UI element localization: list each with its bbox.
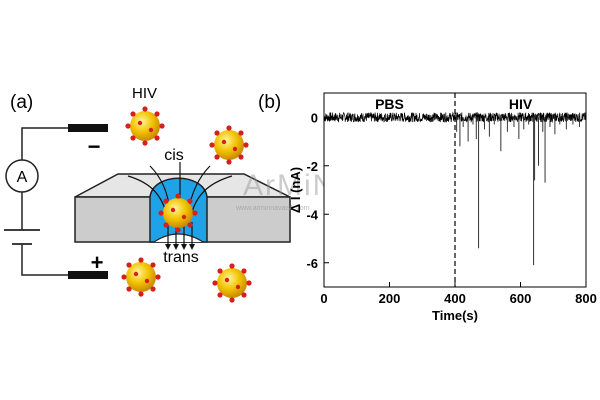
ammeter-icon: A [5,159,39,193]
panel-a-label: (a) [10,92,33,113]
x-axis-label: Time(s) [432,308,478,323]
y-tick-label: 0 [311,110,318,125]
pore-exit [153,233,204,243]
watermark-url: www.arminnavaish.com [235,205,310,212]
x-tick-label: 0 [320,291,327,306]
spike-series [456,117,580,266]
plus-sign: + [91,250,104,275]
current-trace-chart: PBS HIV 0 200 400 600 800 0 -2 -4 -6 Time(s) Δ … [288,92,597,323]
ammeter-symbol: A [17,169,28,186]
hiv-label: HIV [132,85,157,102]
battery-icon [4,229,40,245]
y-tick-label: -6 [306,256,318,271]
hiv-virus-icon [121,257,161,297]
x-tick-label: 400 [444,291,466,306]
top-electrode [68,124,108,132]
region-label-hiv: HIV [509,96,533,112]
hiv-virus-icon [125,106,165,146]
circuit-wires [21,127,68,276]
x-tick-label: 200 [379,291,401,306]
y-tick-label: -2 [306,159,318,174]
bottom-electrode [68,271,108,279]
x-tick-label: 800 [575,291,597,306]
panel-b-label: (b) [258,92,281,113]
cis-label: cis [164,147,184,164]
region-label-pbs: PBS [375,96,404,112]
watermark-logo: ArMiN [243,169,336,202]
minus-sign: − [88,134,101,159]
y-tick-label: -4 [306,207,318,222]
x-axis-ticks: 0 200 400 600 800 [320,282,597,306]
hiv-virus-icon [158,193,198,233]
trans-label: trans [163,249,199,266]
hiv-virus-icon [209,125,249,165]
x-tick-label: 600 [510,291,532,306]
hiv-virus-icon [212,263,252,303]
flow-arrowheads [165,244,195,250]
y-axis-label: Δ I (nA) [288,167,303,213]
y-axis-ticks: 0 -2 -4 -6 [306,110,329,271]
